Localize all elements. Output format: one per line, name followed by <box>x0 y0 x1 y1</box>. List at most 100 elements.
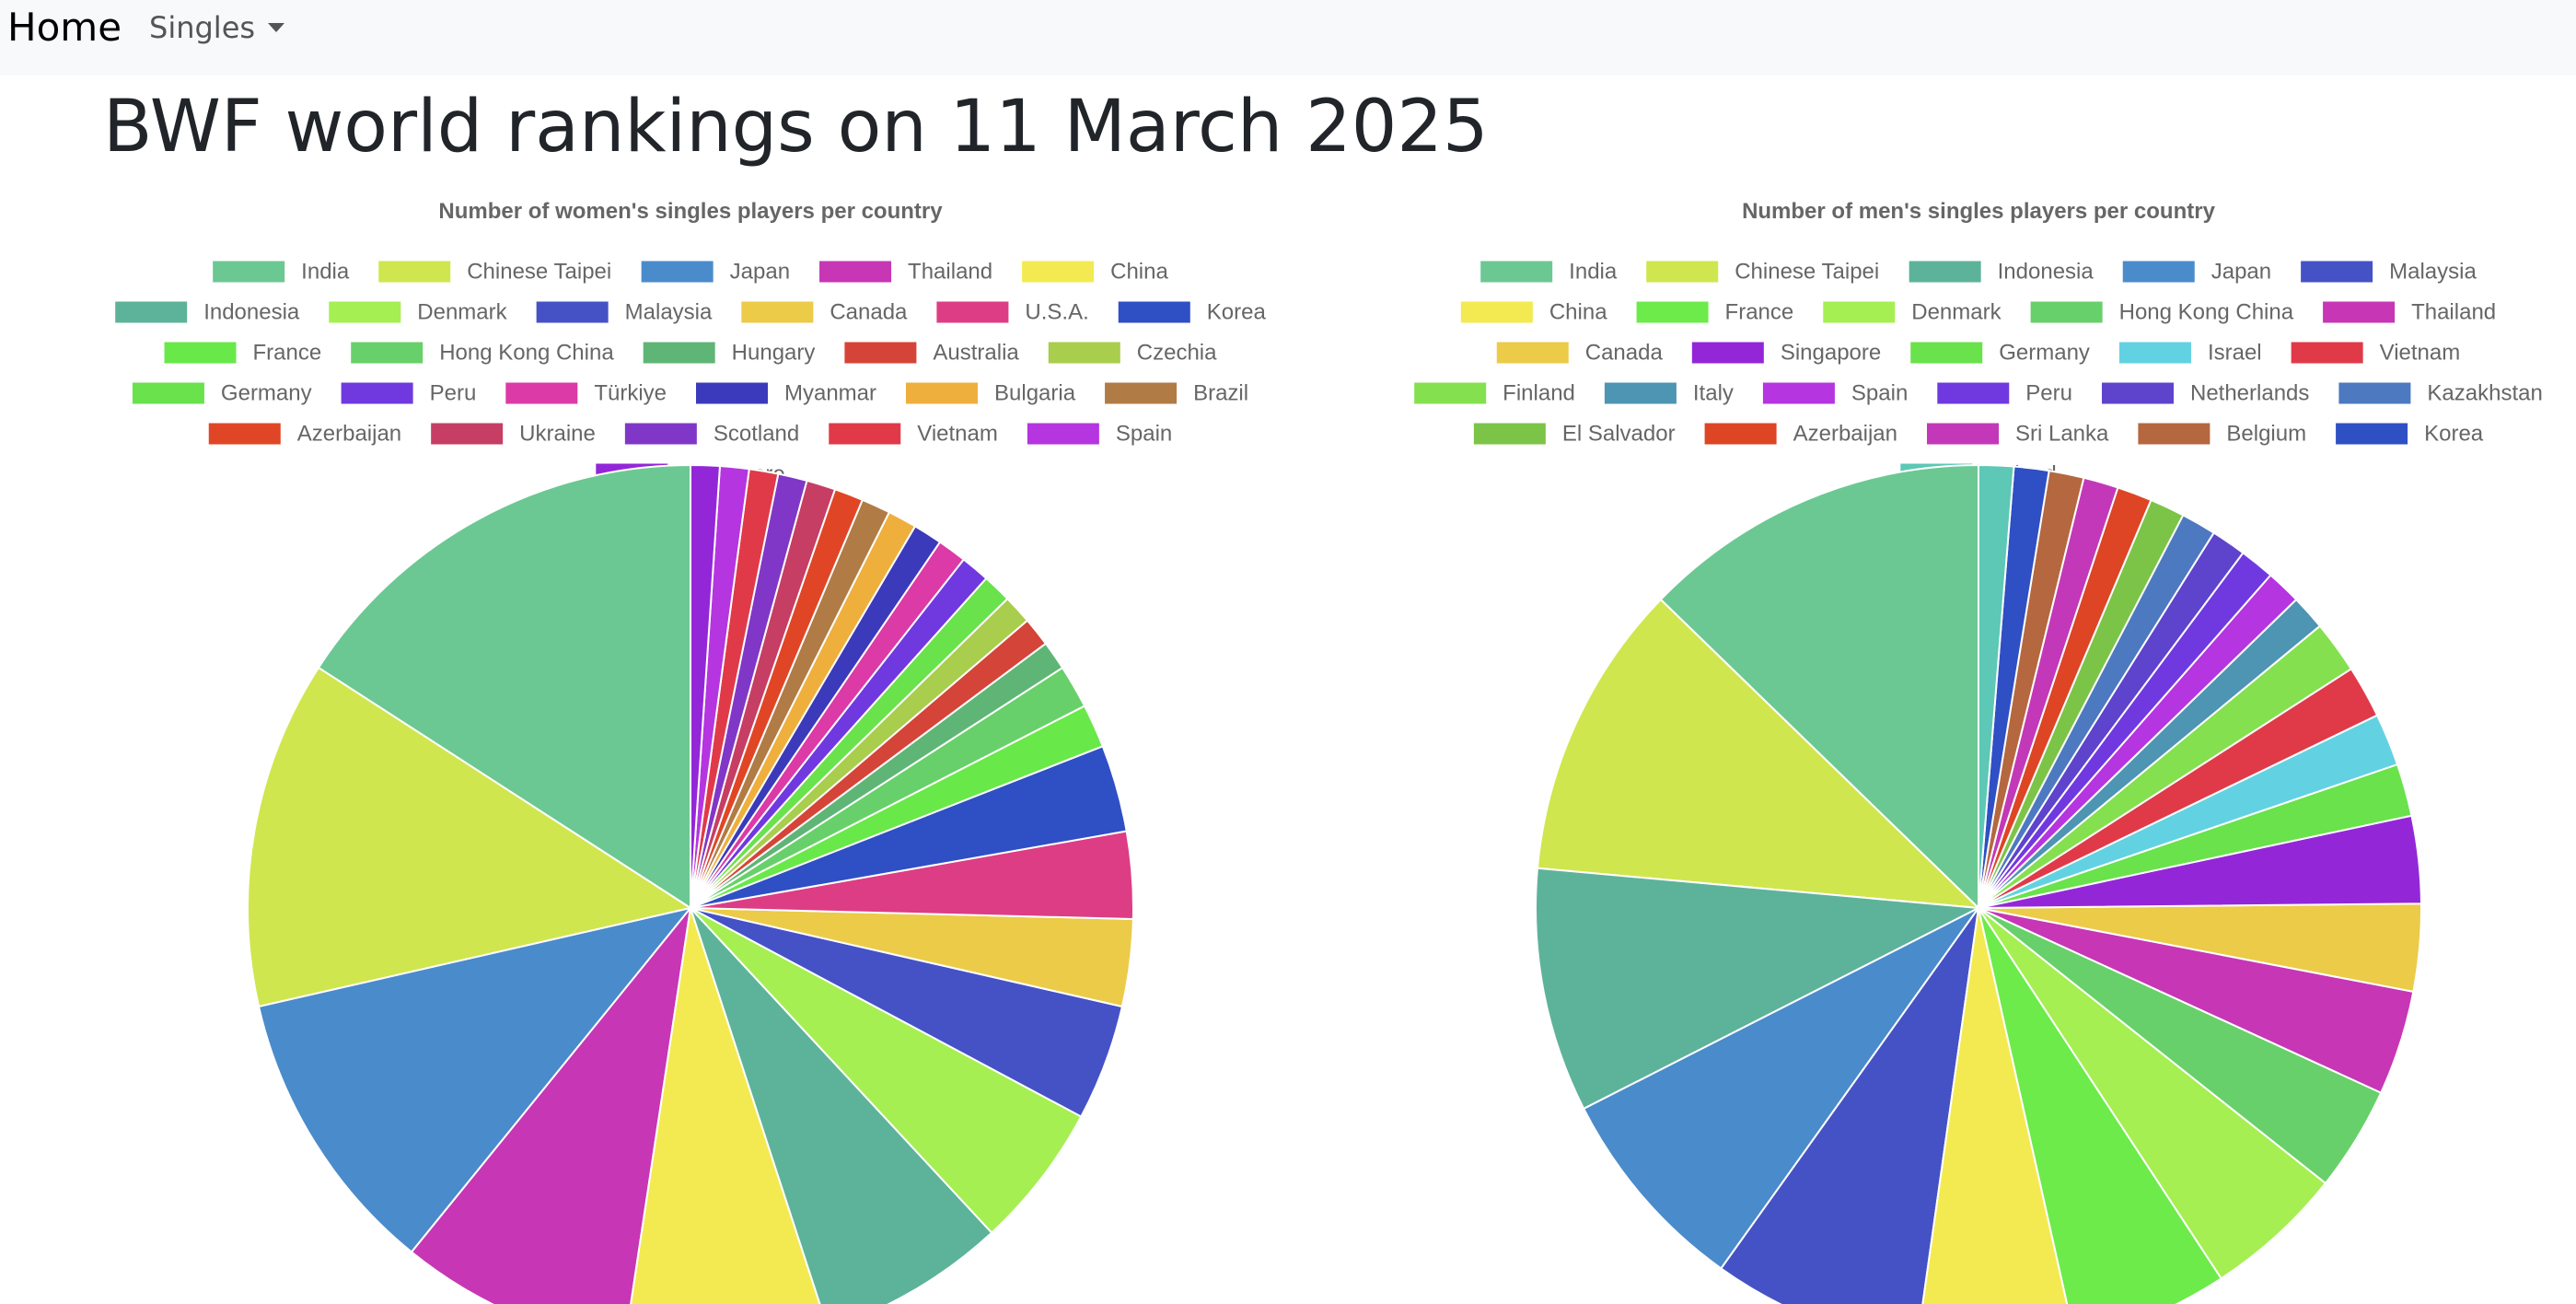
pie-slice-japan[interactable] <box>257 906 693 1253</box>
legend-swatch <box>1636 301 1709 323</box>
pie-slice-thailand[interactable] <box>410 904 692 1304</box>
legend-swatch <box>641 261 714 283</box>
legend-swatch <box>1473 423 1546 445</box>
legend-item-netherlands[interactable]: Netherlands <box>2101 381 2309 406</box>
legend-item-australia[interactable]: Australia <box>844 341 1019 366</box>
legend-item-china[interactable]: China <box>1460 300 1607 325</box>
legend-item-singapore[interactable]: Singapore <box>1691 341 1881 366</box>
legend-item-canada[interactable]: Canada <box>741 300 908 325</box>
legend-label: China <box>1110 260 1168 285</box>
legend-label: Belgium <box>2226 422 2306 447</box>
legend-item-spain[interactable]: Spain <box>1027 422 1172 447</box>
legend-label: Denmark <box>1911 300 2002 325</box>
legend-item-thailand[interactable]: Thailand <box>2323 300 2496 325</box>
legend-item-chinese-taipei[interactable]: Chinese Taipei <box>378 260 611 285</box>
legend-item-scotland[interactable]: Scotland <box>624 422 799 447</box>
legend-label: Canada <box>830 300 908 325</box>
legend-item-peru[interactable]: Peru <box>341 381 477 406</box>
legend-item-azerbaijan[interactable]: Azerbaijan <box>1704 422 1897 447</box>
legend-item-italy[interactable]: Italy <box>1604 381 1734 406</box>
legend-label: Azerbaijan <box>1793 422 1897 447</box>
legend-item-chinese-taipei[interactable]: Chinese Taipei <box>1646 260 1879 285</box>
legend-swatch <box>1646 261 1719 283</box>
pie-slice-indonesia[interactable] <box>690 907 993 1304</box>
legend-item-israel[interactable]: Israel <box>2118 341 2262 366</box>
pie-slice-singapore[interactable] <box>690 463 722 909</box>
legend-item-japan[interactable]: Japan <box>2122 260 2271 285</box>
legend-item-indonesia[interactable]: Indonesia <box>115 300 300 325</box>
legend-swatch <box>1937 382 2010 404</box>
legend-item-myanmar[interactable]: Myanmar <box>695 381 876 406</box>
legend-item-spain[interactable]: Spain <box>1762 381 1908 406</box>
legend-item-vietnam[interactable]: Vietnam <box>2291 341 2461 366</box>
legend-item-malaysia[interactable]: Malaysia <box>2301 260 2477 285</box>
legend-item-bulgaria[interactable]: Bulgaria <box>906 381 1076 406</box>
pie-slice-france[interactable] <box>1978 907 2223 1304</box>
pie-slice-denmark[interactable] <box>690 907 1083 1235</box>
legend-item-japan[interactable]: Japan <box>641 260 790 285</box>
pie-slice-ireland[interactable] <box>1978 463 2015 909</box>
legend-label: Indonesia <box>203 300 300 325</box>
legend-item-france[interactable]: France <box>164 341 322 366</box>
legend-label: Hong Kong China <box>2119 300 2294 325</box>
legend-item-germany[interactable]: Germany <box>132 381 312 406</box>
legend-item-finland[interactable]: Finland <box>1414 381 1575 406</box>
navbar: Home Singles <box>0 0 2576 76</box>
pie-slice-denmark[interactable] <box>1978 907 2327 1280</box>
home-link[interactable]: Home <box>7 5 122 50</box>
legend-label: Vietnam <box>917 422 998 447</box>
legend-swatch <box>1496 342 1569 364</box>
legend-item-india[interactable]: India <box>213 260 350 285</box>
singles-dropdown[interactable]: Singles <box>149 7 285 48</box>
legend-item-denmark[interactable]: Denmark <box>329 300 508 325</box>
legend-item-peru[interactable]: Peru <box>1937 381 2072 406</box>
legend-item-u-s-a[interactable]: U.S.A. <box>936 300 1089 325</box>
legend-swatch <box>1926 423 1999 445</box>
legend-item-czechia[interactable]: Czechia <box>1048 341 1217 366</box>
legend-swatch <box>643 342 715 364</box>
legend-item-kazakhstan[interactable]: Kazakhstan <box>2338 381 2543 406</box>
pie-slice-malaysia[interactable] <box>1720 907 1979 1304</box>
legend-swatch <box>1414 382 1487 404</box>
legend-swatch <box>2122 261 2195 283</box>
pie-slice-china[interactable] <box>624 907 828 1304</box>
legend-item-hungary[interactable]: Hungary <box>643 341 816 366</box>
legend-swatch <box>213 261 285 283</box>
legend-item-denmark[interactable]: Denmark <box>1823 300 2002 325</box>
legend-item-india[interactable]: India <box>1480 260 1618 285</box>
legend-item-canada[interactable]: Canada <box>1496 341 1664 366</box>
legend-item-brazil[interactable]: Brazil <box>1105 381 1248 406</box>
legend-label: Denmark <box>417 300 507 325</box>
legend-swatch <box>2138 423 2210 445</box>
legend-label: Singapore <box>1781 341 1881 366</box>
legend-label: Sri Lanka <box>2015 422 2109 447</box>
legend-item-korea[interactable]: Korea <box>2336 422 2484 447</box>
legend-item-sri-lanka[interactable]: Sri Lanka <box>1926 422 2109 447</box>
legend-swatch <box>2338 382 2411 404</box>
legend-item-thailand[interactable]: Thailand <box>819 260 992 285</box>
pie-slice-india[interactable] <box>317 463 691 910</box>
legend-item-turkiye[interactable]: Türkiye <box>505 381 667 406</box>
legend-item-china[interactable]: China <box>1022 260 1168 285</box>
legend-item-vietnam[interactable]: Vietnam <box>829 422 998 447</box>
legend-item-ukraine[interactable]: Ukraine <box>431 422 596 447</box>
legend-label: Chinese Taipei <box>467 260 611 285</box>
legend-item-germany[interactable]: Germany <box>1910 341 2090 366</box>
pie-slice-india[interactable] <box>1659 463 1979 911</box>
legend-item-azerbaijan[interactable]: Azerbaijan <box>208 422 401 447</box>
legend-item-belgium[interactable]: Belgium <box>2138 422 2306 447</box>
pie-slice-china[interactable] <box>1917 907 2075 1304</box>
legend-item-korea[interactable]: Korea <box>1118 300 1267 325</box>
legend-item-france[interactable]: France <box>1636 300 1794 325</box>
pie-slice-japan[interactable] <box>1582 907 1979 1270</box>
pie-slice-indonesia[interactable] <box>1535 867 1982 1111</box>
pie-slice-chinese-taipei[interactable] <box>247 666 693 1008</box>
legend-item-malaysia[interactable]: Malaysia <box>536 300 713 325</box>
legend-item-hong-kong-china[interactable]: Hong Kong China <box>351 341 614 366</box>
legend-item-el-salvador[interactable]: El Salvador <box>1473 422 1676 447</box>
legend-label: Hungary <box>732 341 816 366</box>
legend-item-hong-kong-china[interactable]: Hong Kong China <box>2030 300 2294 325</box>
pie-slice-chinese-taipei[interactable] <box>1536 598 1981 910</box>
legend-item-indonesia[interactable]: Indonesia <box>1909 260 2094 285</box>
mens-singles-pie-chart: Number of men's singles players per coun… <box>1414 199 2543 1304</box>
